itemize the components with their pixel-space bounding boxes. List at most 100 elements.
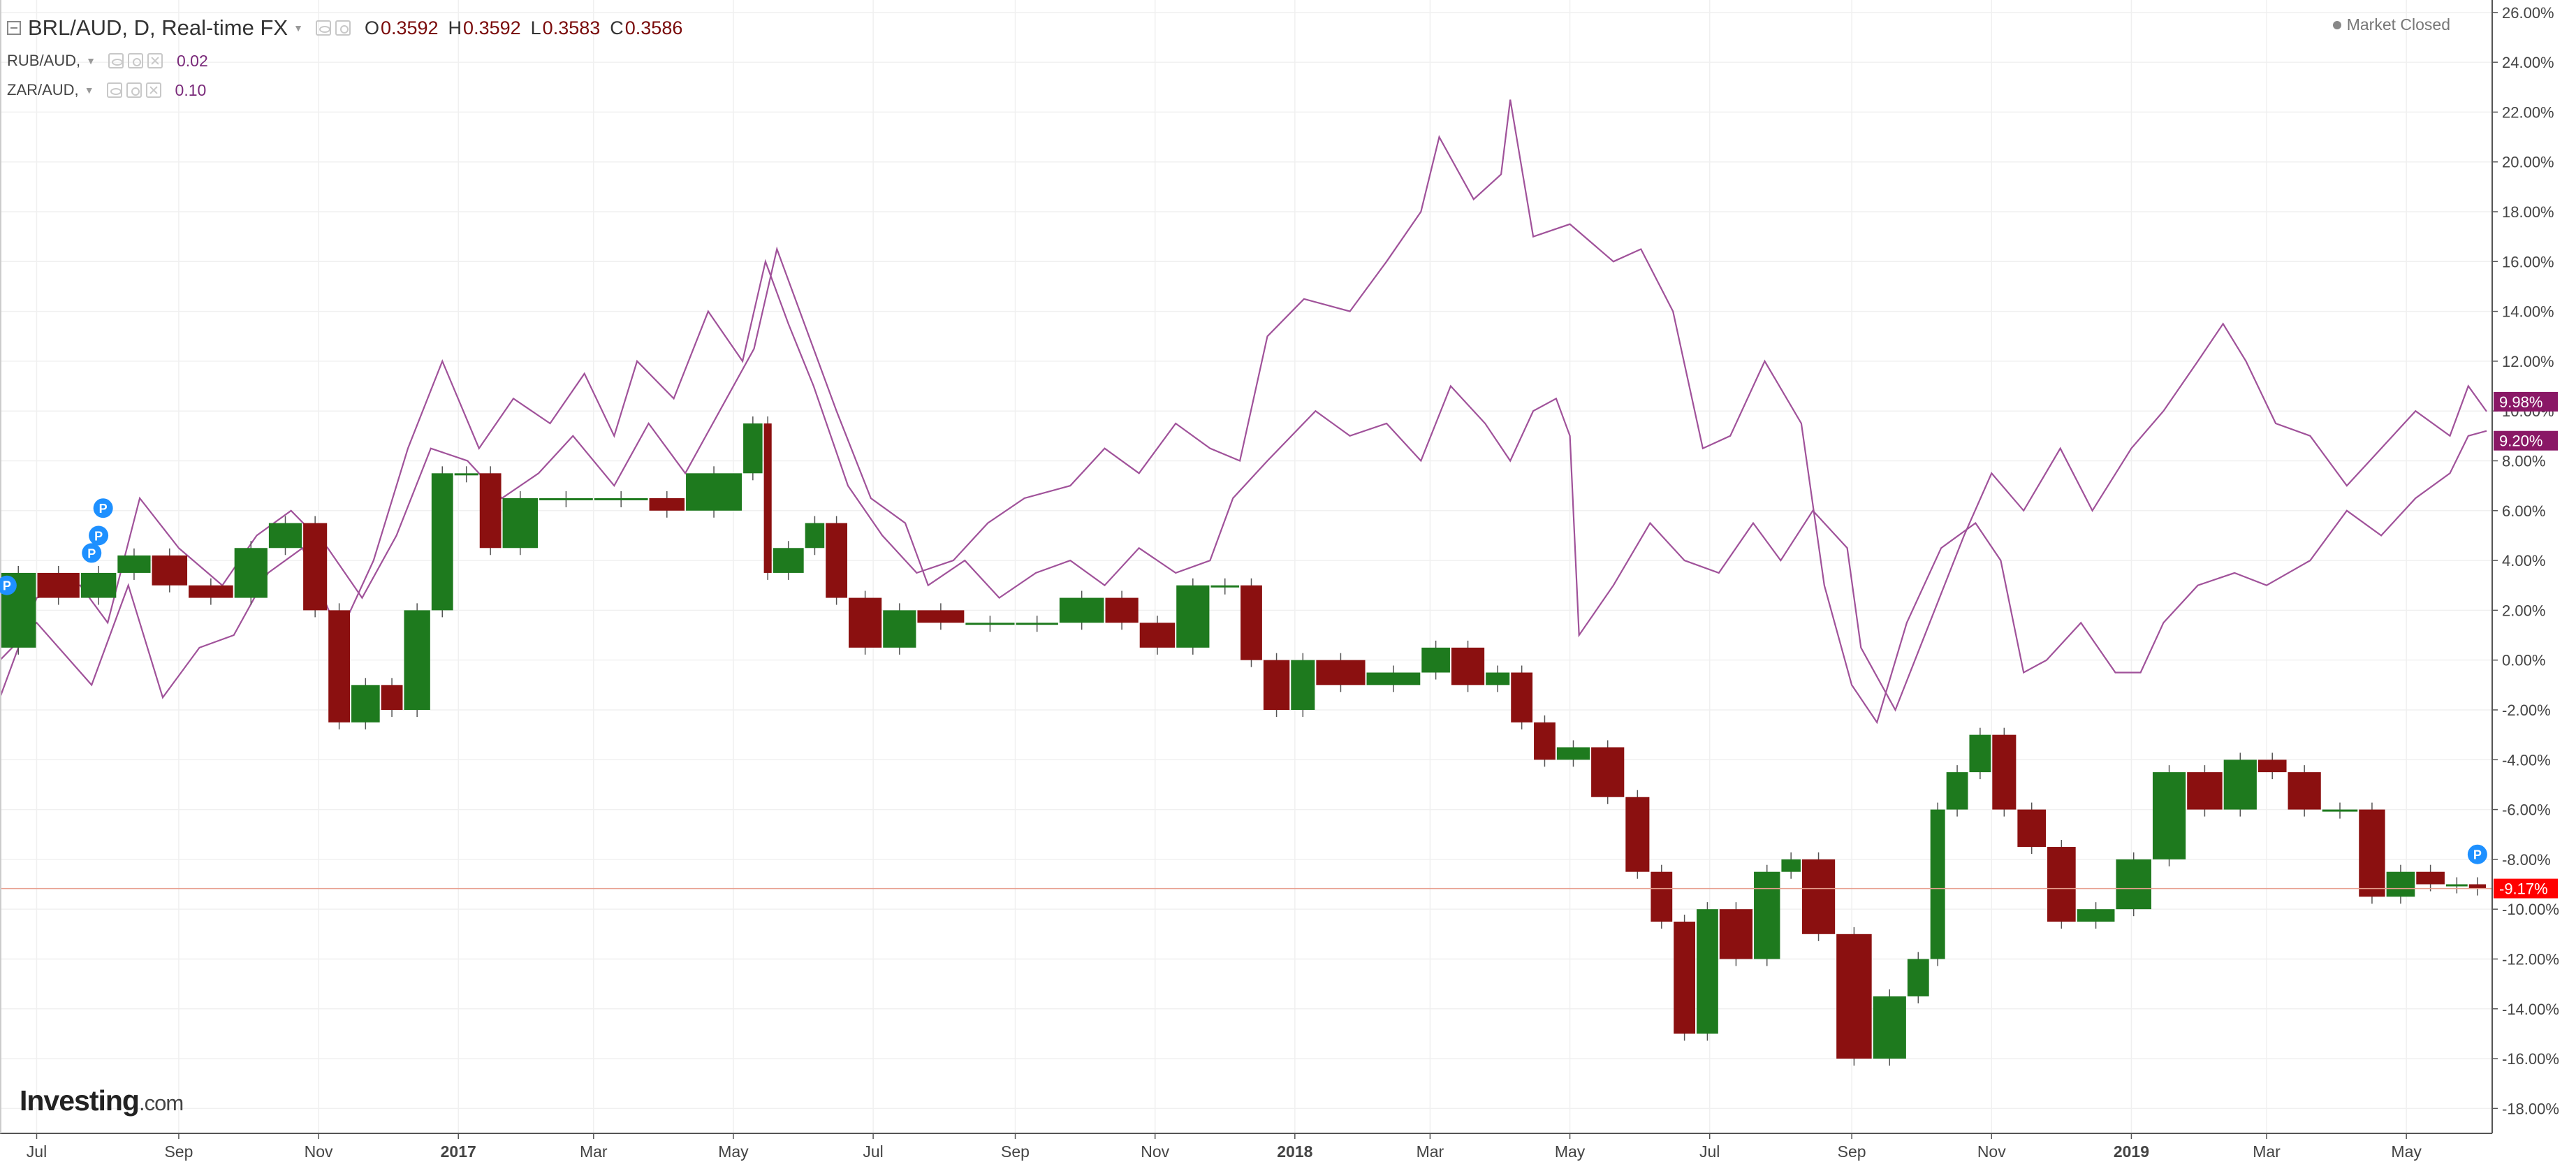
candle-body <box>2386 871 2415 897</box>
pin-marker <box>82 543 102 563</box>
candle-body <box>1591 747 1625 797</box>
candle-body <box>1873 996 1906 1059</box>
candle-body <box>826 523 848 598</box>
x-tick-label: May <box>718 1142 749 1161</box>
candle-body <box>2322 809 2358 812</box>
y-tick-label: -14.00% <box>2502 1001 2559 1018</box>
candle-body <box>2047 847 2076 922</box>
candle-body <box>1241 585 1262 660</box>
candle-body <box>80 572 117 598</box>
pin-label: P <box>3 579 11 593</box>
compare-value-zar: 0.10 <box>175 80 207 99</box>
eye-icon[interactable] <box>315 20 331 36</box>
series-line-rub-aud <box>0 99 2487 725</box>
candle-body <box>1781 859 1801 872</box>
candle-body <box>805 523 825 549</box>
candle-body <box>479 473 502 549</box>
close-icon[interactable] <box>147 53 163 68</box>
y-tick-label: 16.00% <box>2502 253 2554 270</box>
x-tick-label: 2019 <box>2114 1142 2149 1161</box>
candle-body <box>1511 672 1533 723</box>
eye-icon[interactable] <box>106 82 122 98</box>
legend: BRL/AUD, D, Real-time FX ▼ O 0.3592 H 0.35… <box>7 10 682 105</box>
y-tick-label: 24.00% <box>2502 54 2554 71</box>
candle-body <box>2359 809 2385 897</box>
gear-icon[interactable] <box>126 82 142 98</box>
candle-body <box>303 523 328 611</box>
x-tick-label: May <box>1555 1142 1586 1161</box>
main-symbol-label[interactable]: BRL/AUD, D, Real-time FX <box>28 15 288 40</box>
candle-body <box>1059 597 1104 623</box>
y-tick-label: -6.00% <box>2502 801 2551 819</box>
pin-marker <box>2467 844 2487 864</box>
x-tick-label: Nov <box>1141 1142 1169 1161</box>
y-tick-label: 0.00% <box>2502 652 2545 669</box>
x-tick-label: Mar <box>2253 1142 2281 1161</box>
eye-icon[interactable] <box>108 53 124 68</box>
candle-body <box>1534 722 1556 760</box>
price-label-bg <box>2494 878 2558 899</box>
series-line-zar-aud <box>0 246 2487 712</box>
open-label: O <box>364 17 379 38</box>
candle-body <box>849 597 882 648</box>
legend-main-row: BRL/AUD, D, Real-time FX ▼ O 0.3592 H 0.35… <box>7 10 682 46</box>
chevron-down-icon[interactable]: ▼ <box>86 55 96 66</box>
candlestick-series <box>1 416 2486 1066</box>
pin-marker <box>0 575 17 595</box>
candle-body <box>351 685 380 723</box>
candle-body <box>1651 871 1673 922</box>
y-tick-label: 14.00% <box>2502 303 2554 321</box>
legend-compare-row-rub: RUB/AUD, ▼ 0.02 <box>7 46 682 75</box>
y-tick-label: 4.00% <box>2502 552 2545 569</box>
collapse-icon[interactable] <box>7 21 21 35</box>
candle-body <box>594 498 648 500</box>
candle-body <box>268 523 302 549</box>
x-tick-label: Sep <box>1838 1142 1866 1161</box>
candle-body <box>2288 772 2321 810</box>
market-status: Market Closed <box>2332 15 2450 34</box>
x-tick-label: 2017 <box>441 1142 476 1161</box>
x-tick-label: May <box>2391 1142 2422 1161</box>
candle-body <box>404 610 430 710</box>
pin-label: P <box>99 502 108 516</box>
low-value: 0.3583 <box>542 17 601 38</box>
x-tick-label: Mar <box>1417 1142 1444 1161</box>
candle-body <box>2152 772 2186 859</box>
y-tick-label: 18.00% <box>2502 203 2554 221</box>
compare-symbol-rub[interactable]: RUB/AUD, <box>7 52 81 69</box>
y-tick-label: -2.00% <box>2502 702 2551 719</box>
gear-icon[interactable] <box>335 20 351 36</box>
y-tick-label: -8.00% <box>2502 851 2551 869</box>
price-label-brl-aud: -9.17% <box>2499 880 2548 898</box>
x-tick-label: Mar <box>580 1142 608 1161</box>
gear-icon[interactable] <box>127 53 143 68</box>
investing-logo[interactable]: Investing.com <box>20 1084 184 1117</box>
candle-body <box>2257 760 2287 773</box>
y-tick-label: 8.00% <box>2502 452 2545 470</box>
close-value: 0.3586 <box>624 17 683 38</box>
y-tick-label: -16.00% <box>2502 1050 2559 1068</box>
candle-body <box>1719 909 1753 959</box>
chevron-down-icon[interactable]: ▼ <box>293 22 303 34</box>
series-layer <box>0 99 2492 1066</box>
logo-name: Investing <box>20 1084 140 1117</box>
candle-body <box>763 423 772 573</box>
candle-body <box>1016 623 1058 625</box>
candle-body <box>37 572 80 598</box>
y-tick-label: 2.00% <box>2502 602 2545 619</box>
y-tick-label: -4.00% <box>2502 751 2551 769</box>
candle-body <box>2223 760 2257 810</box>
x-tick-label: Sep <box>164 1142 193 1161</box>
close-icon[interactable] <box>145 82 161 98</box>
chevron-down-icon[interactable]: ▼ <box>84 85 94 96</box>
candle-body <box>686 473 742 511</box>
y-tick-label: 6.00% <box>2502 502 2545 520</box>
candle-body <box>454 473 478 476</box>
x-tick-label: Jul <box>27 1142 47 1161</box>
high-value: 0.3592 <box>463 17 521 38</box>
compare-symbol-zar[interactable]: ZAR/AUD, <box>7 81 79 99</box>
candle-body <box>1176 585 1210 648</box>
market-status-text: Market Closed <box>2346 15 2450 34</box>
